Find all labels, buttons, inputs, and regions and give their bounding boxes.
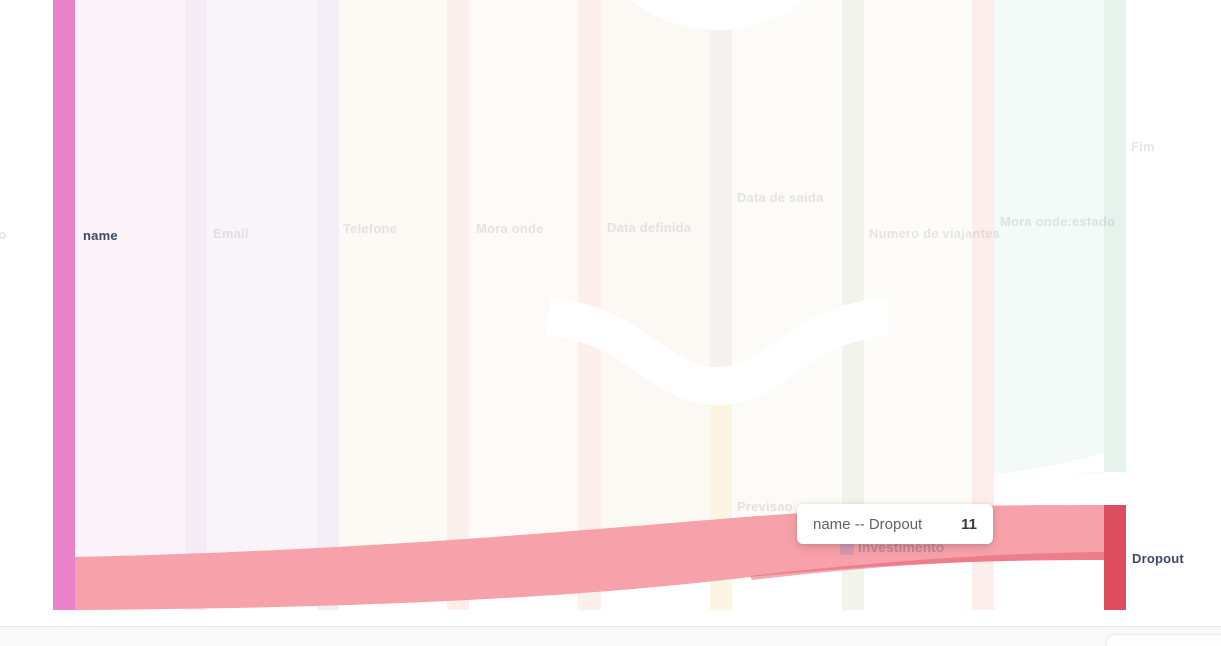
dimmed-ribbon-notch-top bbox=[632, 0, 804, 30]
node-mora-onde-estado[interactable] bbox=[972, 0, 994, 610]
dimmed-flow-band bbox=[601, 0, 710, 535]
tooltip-link-text: name -- Dropout bbox=[813, 515, 923, 533]
node-label-dropout: Dropout bbox=[1132, 551, 1184, 566]
dimmed-ribbon-swoosh bbox=[545, 297, 890, 406]
link-name-dropout-shade bbox=[750, 552, 1104, 580]
node-label-mora-onde-estado: Mora onde:estado bbox=[1000, 214, 1116, 229]
node-data-definida[interactable] bbox=[578, 0, 601, 610]
node-dropout[interactable] bbox=[1104, 505, 1126, 610]
node-label-previsao: Previsao bbox=[737, 499, 793, 514]
dimmed-flow-band bbox=[732, 0, 842, 515]
dimmed-flow-band bbox=[75, 0, 185, 585]
dimmed-flow-band bbox=[864, 0, 972, 509]
sankey-chart: Investimento vo name Email Telefone Mora… bbox=[0, 0, 1184, 610]
node-telefone[interactable] bbox=[317, 0, 339, 610]
footer-divider bbox=[0, 626, 1221, 627]
footer-corner-button[interactable] bbox=[1106, 634, 1221, 646]
dimmed-ribbon-curve-right bbox=[994, 452, 1104, 478]
node-fim[interactable] bbox=[1104, 0, 1126, 472]
link-tooltip: name -- Dropout 11 bbox=[797, 504, 993, 544]
node-label-numero-de-viajantes: Numero de viajantes bbox=[869, 226, 1000, 241]
node-label-data-definida: Data definida bbox=[607, 220, 692, 235]
footer-bar bbox=[0, 627, 1221, 646]
node-label-data-de-saida: Data de saida bbox=[737, 190, 824, 205]
dimmed-flow-band bbox=[339, 0, 447, 560]
node-name[interactable] bbox=[53, 0, 75, 610]
dimmed-flow-band bbox=[994, 0, 1104, 474]
node-label-email: Email bbox=[213, 226, 249, 241]
node-email[interactable] bbox=[185, 0, 207, 610]
dimmed-flow-band bbox=[469, 0, 578, 550]
tooltip-link-value: 11 bbox=[961, 515, 977, 533]
node-label-start-partial: vo bbox=[0, 227, 7, 242]
flow-ribbons bbox=[75, 0, 1104, 610]
dimmed-flow-band bbox=[207, 0, 317, 570]
node-mora-onde[interactable] bbox=[447, 0, 469, 610]
node-data-de-saida[interactable] bbox=[710, 30, 732, 372]
node-label-name: name bbox=[83, 228, 118, 243]
node-label-telefone: Telefone bbox=[343, 221, 398, 236]
node-label-mora-onde: Mora onde bbox=[476, 221, 544, 236]
node-label-fim: Fim bbox=[1131, 139, 1155, 154]
